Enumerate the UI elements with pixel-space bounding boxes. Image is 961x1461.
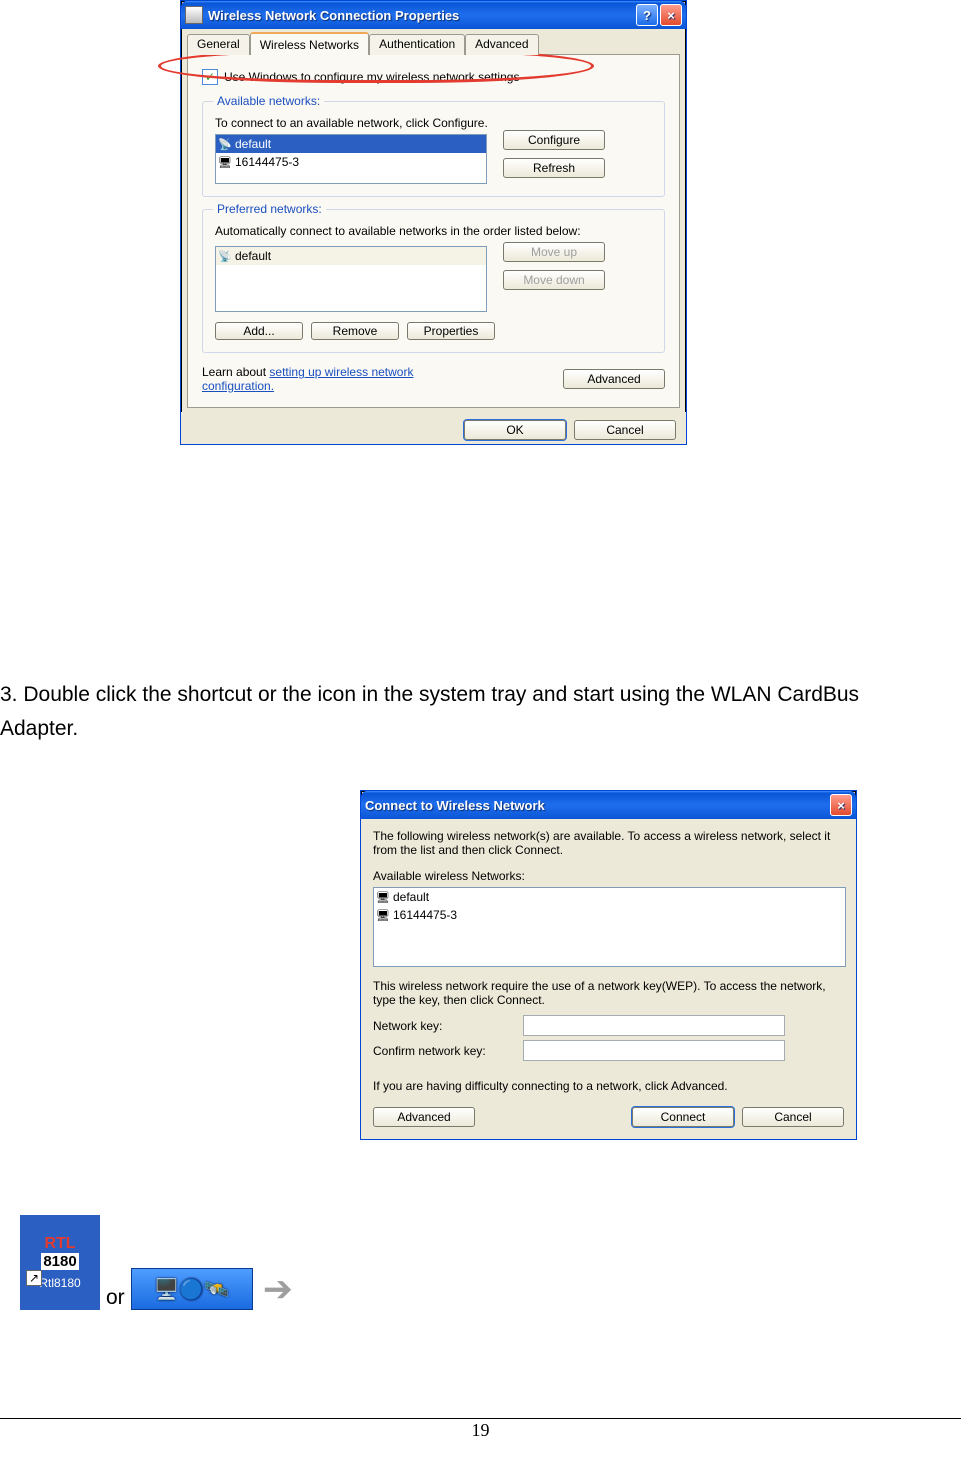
advanced-button[interactable]: Advanced — [563, 369, 665, 389]
computer-icon: 🖥 — [377, 909, 389, 921]
available-label: Available wireless Networks: — [373, 869, 844, 883]
connect-window-body: The following wireless network(s) are av… — [361, 819, 856, 1139]
confirm-key-label: Confirm network key: — [373, 1044, 523, 1058]
available-networks-group: Available networks: To connect to an ava… — [202, 101, 665, 197]
window-titlebar[interactable]: Wireless Network Connection Properties ?… — [181, 1, 686, 29]
connect-button[interactable]: Connect — [632, 1107, 734, 1127]
use-windows-checkbox[interactable]: ✓ — [202, 69, 218, 85]
close-button[interactable]: × — [660, 4, 682, 26]
shortcut-top: RTL — [44, 1235, 75, 1253]
properties-button[interactable]: Properties — [407, 322, 495, 340]
tab-wireless-networks[interactable]: Wireless Networks — [250, 32, 369, 55]
shortcut-caption: Rtl8180 — [39, 1276, 80, 1290]
connect-intro: The following wireless network(s) are av… — [373, 829, 844, 857]
list-item[interactable]: 📡 default — [216, 135, 486, 153]
preferred-networks-hint: Automatically connect to available netwo… — [215, 224, 652, 238]
use-windows-row: ✓ Use Windows to configure my wireless n… — [202, 69, 665, 85]
list-item-label: default — [393, 890, 429, 904]
tab-advanced[interactable]: Advanced — [465, 34, 538, 55]
computer-icon: 🖥 — [219, 156, 231, 168]
available-networks-legend: Available networks: — [213, 94, 324, 108]
tab-panel: ✓ Use Windows to configure my wireless n… — [187, 54, 680, 408]
preferred-networks-legend: Preferred networks: — [213, 202, 326, 216]
remove-button[interactable]: Remove — [311, 322, 399, 340]
network-key-label: Network key: — [373, 1019, 523, 1033]
window-title: Wireless Network Connection Properties — [208, 8, 459, 23]
shortcut-arrow-icon: ↗ — [26, 1270, 42, 1286]
preferred-networks-group: Preferred networks: Automatically connec… — [202, 209, 665, 353]
add-button[interactable]: Add... — [215, 322, 303, 340]
list-item[interactable]: 📡 default — [216, 247, 486, 265]
list-item[interactable]: 🖥 16144475-3 — [374, 906, 845, 924]
preferred-networks-list[interactable]: 📡 default — [215, 246, 487, 312]
computer-icon: 🖥 — [377, 891, 389, 903]
cancel-button[interactable]: Cancel — [574, 420, 676, 440]
list-item[interactable]: 🖥 default — [374, 888, 845, 906]
page-number: 19 — [0, 1420, 961, 1441]
refresh-button[interactable]: Refresh — [503, 158, 605, 178]
help-button[interactable]: ? — [636, 4, 658, 26]
antenna-icon: 📡 — [219, 250, 231, 262]
advanced-button[interactable]: Advanced — [373, 1107, 475, 1127]
list-item-label: 16144475-3 — [235, 155, 299, 169]
window-icon — [185, 6, 203, 24]
available-networks-list[interactable]: 📡 default 🖥 16144475-3 — [215, 134, 487, 184]
configure-button[interactable]: Configure — [503, 130, 605, 150]
footer-rule — [0, 1418, 961, 1419]
antenna-icon: 📡 — [219, 138, 231, 150]
dialog-footer: OK Cancel — [181, 412, 686, 444]
available-networks-hint: To connect to an available network, clic… — [215, 116, 652, 130]
difficulty-hint: If you are having difficulty connecting … — [373, 1079, 844, 1093]
tab-strip: General Wireless Networks Authentication… — [187, 34, 680, 55]
window-titlebar[interactable]: Connect to Wireless Network × — [361, 791, 856, 819]
systray-icon[interactable]: 🖥️🔵🛰️ — [131, 1268, 253, 1310]
tab-general[interactable]: General — [187, 34, 250, 55]
properties-window: Wireless Network Connection Properties ?… — [180, 0, 687, 445]
window-title: Connect to Wireless Network — [365, 798, 545, 813]
close-button[interactable]: × — [830, 794, 852, 816]
tab-authentication[interactable]: Authentication — [369, 34, 465, 55]
list-item-label: 16144475-3 — [393, 908, 457, 922]
wep-hint: This wireless network require the use of… — [373, 979, 844, 1007]
learn-prefix: Learn about — [202, 365, 269, 379]
movedown-button[interactable]: Move down — [503, 270, 605, 290]
connect-window: Connect to Wireless Network × The follow… — [360, 790, 857, 1140]
step-3-text: 3. Double click the shortcut or the icon… — [0, 670, 950, 745]
list-item[interactable]: 🖥 16144475-3 — [216, 153, 486, 171]
cancel-button[interactable]: Cancel — [742, 1107, 844, 1127]
network-key-input[interactable] — [523, 1015, 785, 1036]
shortcut-mid: 8180 — [41, 1253, 78, 1270]
available-wireless-list[interactable]: 🖥 default 🖥 16144475-3 — [373, 887, 846, 967]
moveup-button[interactable]: Move up — [503, 242, 605, 262]
network-icon: 🖥️🔵🛰️ — [154, 1277, 229, 1302]
list-item-label: default — [235, 249, 271, 263]
desktop-shortcut[interactable]: RTL 8180 ↗ Rtl8180 — [20, 1215, 100, 1310]
arrow-icon: ➔ — [263, 1268, 293, 1310]
ok-button[interactable]: OK — [464, 420, 566, 440]
or-text: or — [106, 1286, 125, 1310]
list-item-label: default — [235, 137, 271, 151]
confirm-key-input[interactable] — [523, 1040, 785, 1061]
use-windows-label: Use Windows to configure my wireless net… — [224, 70, 519, 84]
